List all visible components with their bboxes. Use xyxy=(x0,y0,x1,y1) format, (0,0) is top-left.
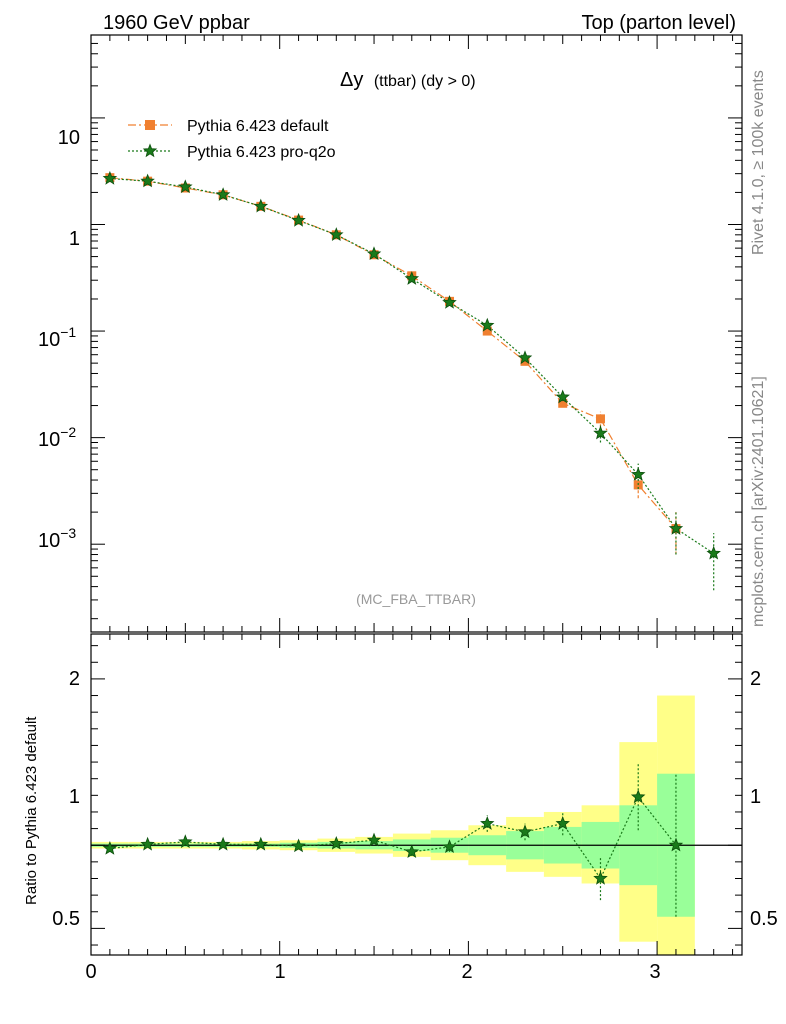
ratio-proq2o-point xyxy=(366,832,382,847)
ytick-label-10: 10 xyxy=(58,127,80,149)
ratio-ytick-1: 1 xyxy=(69,786,80,808)
legend-proq2o-marker xyxy=(142,143,158,158)
xtick-1: 1 xyxy=(274,961,285,983)
ytick-label-1e-1: 10−1 xyxy=(38,324,76,351)
ratio-proq2o-point xyxy=(480,816,495,830)
ratio-proq2o-point xyxy=(442,839,457,853)
ratio-ytick-1-right: 1 xyxy=(750,786,761,808)
main-title-symbol: Δy xyxy=(340,69,363,91)
proq2o-point xyxy=(291,212,306,227)
ratio-ylabel: Ratio to Pythia 6.423 default xyxy=(23,716,40,905)
ratio-band-group xyxy=(91,695,742,955)
main-frame xyxy=(90,34,743,633)
header-left: 1960 GeV ppbar xyxy=(103,12,250,34)
xtick-2: 2 xyxy=(461,961,472,983)
legend: Pythia 6.423 default Pythia 6.423 pro-q2… xyxy=(128,118,336,161)
ytick-exp-1e-1: −1 xyxy=(60,324,76,340)
ratio-proq2o-line xyxy=(109,795,677,880)
ratio-proq2o-point xyxy=(215,836,231,851)
ytick-base-1e-3: 10 xyxy=(38,530,60,552)
ytick-base-1e-1: 10 xyxy=(38,329,60,351)
legend-proq2o-label: Pythia 6.423 pro-q2o xyxy=(187,144,336,161)
ytick-base-10: 10 xyxy=(58,127,80,149)
ytick-exp-1e-2: −2 xyxy=(60,424,76,440)
ratio-ytick-0-5-right: 0.5 xyxy=(750,908,778,930)
ratio-frame xyxy=(90,633,743,956)
proq2o-point xyxy=(253,198,269,213)
ratio-proq2o-point xyxy=(178,834,193,849)
proq2o-point xyxy=(329,227,344,241)
proq2o-point xyxy=(706,545,721,560)
ratio-proq2o-point xyxy=(291,838,306,853)
proq2o-point xyxy=(404,271,420,285)
proq2o-point xyxy=(668,520,684,535)
side-label-mcplots: mcplots.cern.ch [arXiv:2401.10621] xyxy=(750,376,767,627)
ratio-proq2o-point xyxy=(404,844,420,858)
ratio-proq2o-point xyxy=(555,816,570,830)
ratio-series-group xyxy=(102,763,684,917)
ytick-label-1: 1 xyxy=(69,228,80,250)
ratio-ytick-2: 2 xyxy=(69,668,80,690)
ytick-base-1: 1 xyxy=(69,228,80,250)
proq2o-point xyxy=(480,317,495,332)
xtick-3: 3 xyxy=(649,961,660,983)
xtick-0: 0 xyxy=(85,961,96,983)
ratio-proq2o-point xyxy=(517,824,533,839)
ratio-proq2o-point xyxy=(668,837,684,852)
ratio-proq2o-point xyxy=(630,789,646,804)
proq2o-point xyxy=(555,389,570,404)
proq2o-point xyxy=(102,170,118,185)
series-default-line xyxy=(109,177,677,529)
ratio-ytick-2-right: 2 xyxy=(750,668,761,690)
ratio-proq2o-point xyxy=(593,870,608,885)
ratio-ytick-0-5: 0.5 xyxy=(52,908,80,930)
proq2o-point xyxy=(140,173,155,188)
main-series-group xyxy=(102,170,721,591)
proq2o-point xyxy=(630,467,646,481)
ytick-label-1e-3: 10−3 xyxy=(38,525,76,552)
ytick-label-1e-2: 10−2 xyxy=(38,424,76,451)
proq2o-point xyxy=(178,179,193,194)
ratio-proq2o-point xyxy=(329,836,344,850)
legend-star-shape xyxy=(142,143,158,158)
ratio-proq2o-point xyxy=(253,836,269,851)
legend-default-marker xyxy=(145,120,155,130)
ratio-proq2o-point xyxy=(102,841,118,855)
series-proq2o-line xyxy=(109,177,715,554)
ratio-proq2o-point xyxy=(140,836,155,851)
default-point xyxy=(520,356,530,366)
ytick-exp-1e-3: −3 xyxy=(60,525,76,541)
side-label-rivet: Rivet 4.1.0, ≥ 100k events xyxy=(750,70,767,255)
axes-group xyxy=(90,34,743,956)
proq2o-point xyxy=(442,295,457,309)
main-title: Δy (ttbar) (dy > 0) xyxy=(340,69,476,91)
proq2o-point xyxy=(593,425,608,440)
analysis-annotation: (MC_FBA_TTBAR) xyxy=(356,591,476,607)
header-right: Top (parton level) xyxy=(581,12,736,34)
default-point xyxy=(482,326,492,336)
ytick-base-1e-2: 10 xyxy=(38,429,60,451)
proq2o-point xyxy=(517,350,533,365)
main-title-suffix: (ttbar) (dy > 0) xyxy=(374,73,476,90)
legend-default-label: Pythia 6.423 default xyxy=(187,118,329,135)
default-point xyxy=(558,398,568,408)
proq2o-point xyxy=(215,187,231,201)
default-point xyxy=(595,414,605,424)
proq2o-point xyxy=(366,246,382,260)
